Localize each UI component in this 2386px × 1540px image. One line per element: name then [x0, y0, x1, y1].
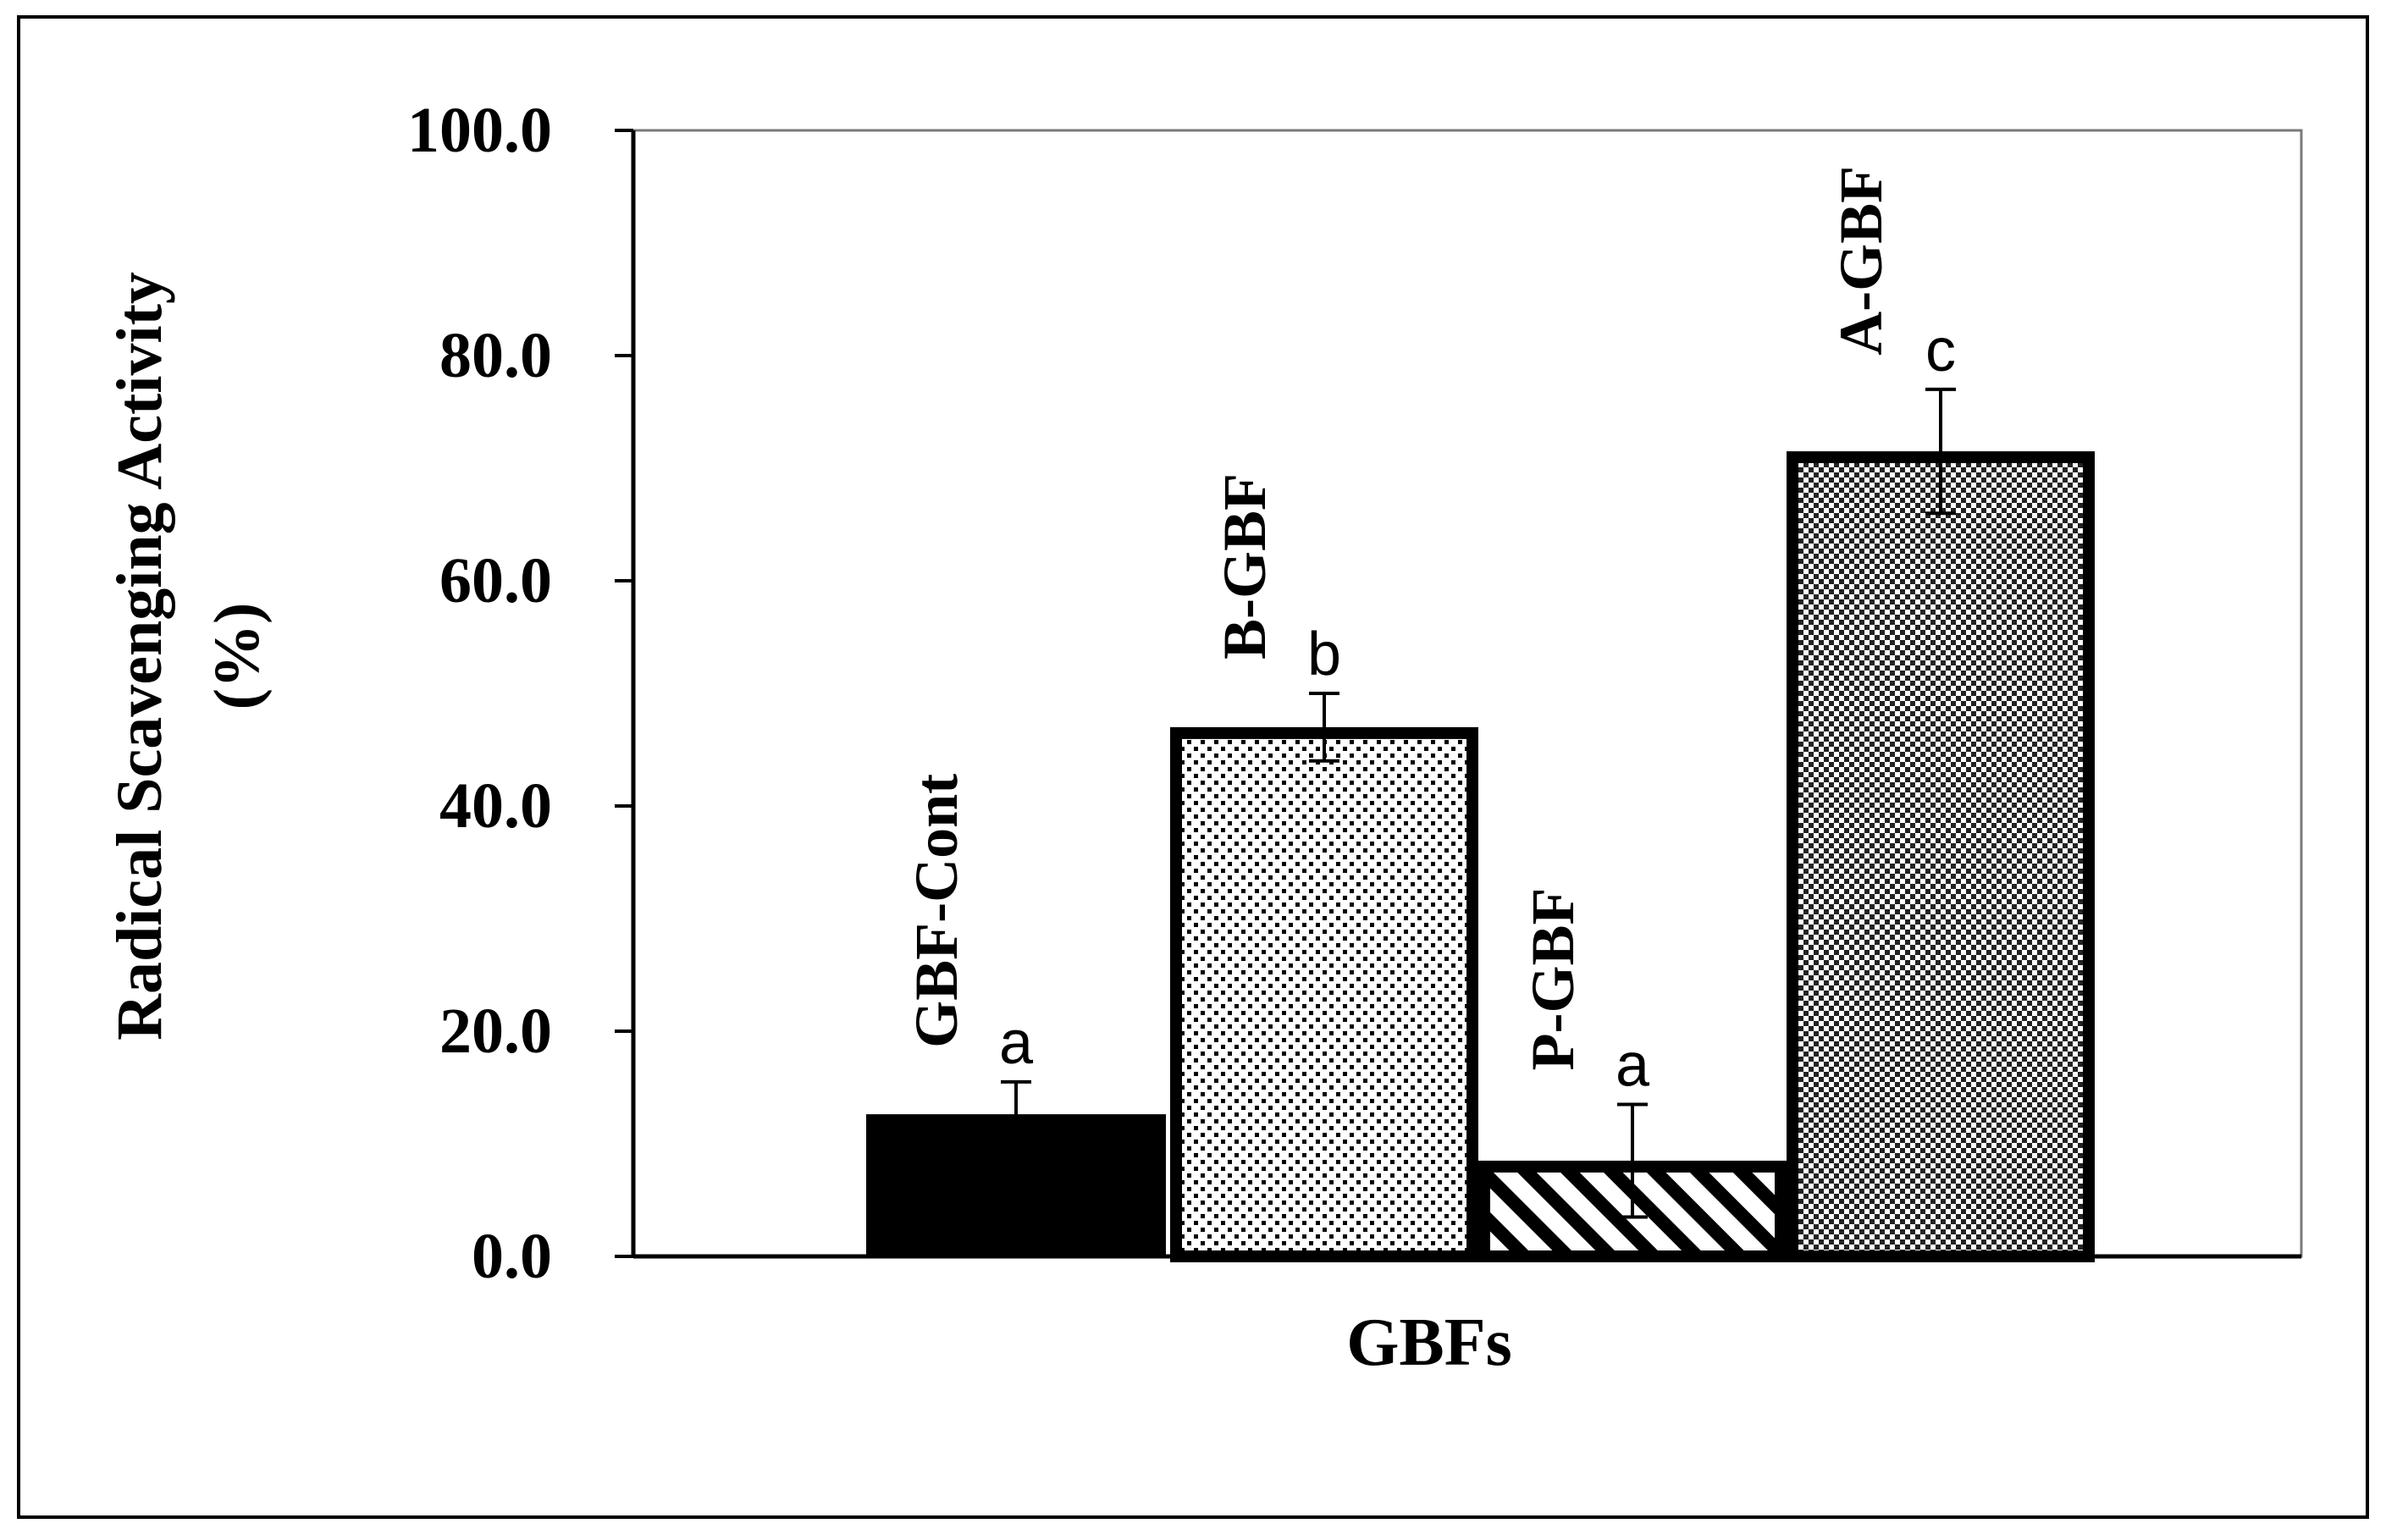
bar-b-gbf [1170, 726, 1478, 1262]
figure-border [17, 15, 2369, 1519]
y-axis-unit: (%) [202, 603, 273, 710]
significance-letter: c [1925, 317, 1956, 384]
significance-letter: a [999, 1009, 1034, 1077]
significance-letter: a [1616, 1031, 1650, 1099]
y-tick-label: 0.0 [472, 1221, 552, 1292]
category-label: GBF-Cont [903, 774, 970, 1048]
y-axis-title: Radical Scavenging Activity [104, 272, 175, 1040]
y-tick-label: 60.0 [439, 545, 552, 616]
y-ticks-group: 0.0 20.0 40.0 60.0 80.0 100.0 [407, 95, 633, 1292]
significance-letter: b [1307, 621, 1341, 688]
y-tick-label: 80.0 [439, 320, 552, 391]
y-tick-label: 20.0 [439, 996, 552, 1067]
category-label: P-GBF [1519, 887, 1587, 1070]
bar-a-gbf [1787, 451, 2095, 1262]
y-tick-label: 100.0 [407, 95, 552, 166]
category-label: A-GBF [1827, 166, 1895, 356]
category-label: B-GBF [1211, 473, 1279, 660]
error-bars-group [1001, 387, 1956, 1219]
x-axis-title: GBFs [1346, 1305, 1512, 1380]
bar-labels-group: a GBF-Cont b B-GBF a P-GBF c A-GBF [903, 166, 1956, 1100]
y-tick-label: 40.0 [439, 770, 552, 842]
